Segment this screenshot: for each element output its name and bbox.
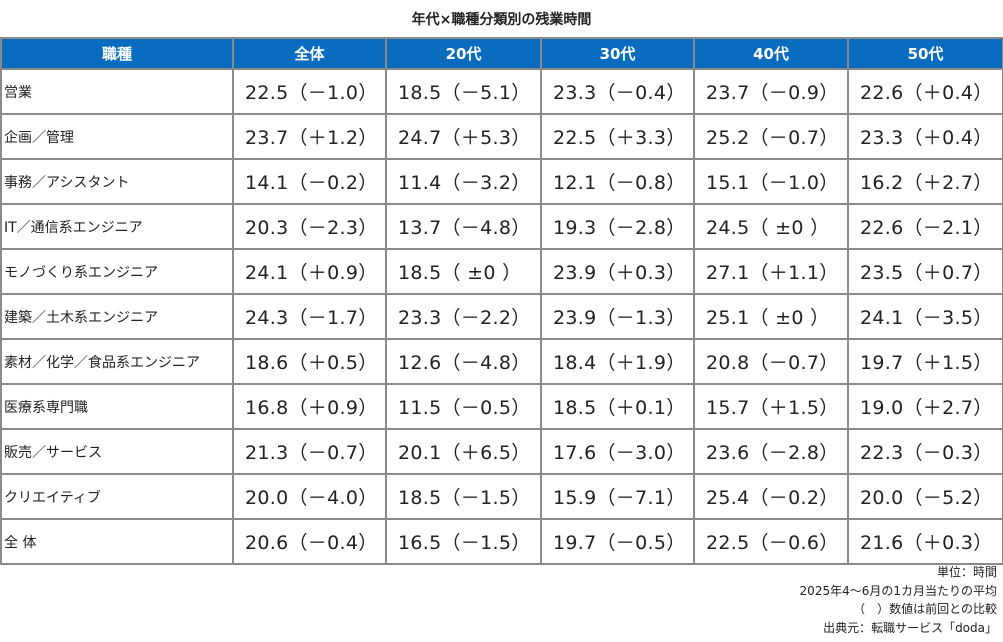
table-row: 医療系専門職 16.8（＋0.9） 11.5（－0.5） 18.5（＋0.1） 15.7… (0, 383, 1003, 430)
row-label: 素材／化学／食品系エンジニア (0, 338, 234, 385)
column-header: 50代 (847, 37, 1003, 70)
table-cell: 15.1（－1.0） (693, 158, 849, 205)
table-header-row: 職種 全体 20代 30代 40代 50代 (0, 37, 1003, 70)
table-cell: 24.7（＋5.3） (385, 113, 542, 160)
table-cell: 23.7（＋1.2） (232, 113, 387, 160)
footer-notes: 単位：時間 2025年4～6月の1カ月当たりの平均 （ ）数値は前回との比較 出… (800, 563, 997, 638)
table-cell: 22.5（＋3.3） (540, 113, 695, 160)
period-note: 2025年4～6月の1カ月当たりの平均 (799, 583, 997, 598)
table-cell: 23.9（＋0.3） (540, 248, 695, 295)
source-note: 出典元：転職サービス「doda」 (823, 621, 997, 636)
row-label: 企画／管理 (0, 113, 234, 160)
table-cell: 24.3（－1.7） (232, 293, 387, 340)
table-cell: 20.0（－5.2） (847, 473, 1003, 520)
table-row: クリエイティブ 20.0（－4.0） 18.5（－1.5） 15.9（－7.1） 25.… (0, 473, 1003, 520)
table-cell: 23.5（＋0.7） (847, 248, 1003, 295)
column-header: 20代 (385, 37, 542, 70)
table-cell: 16.5（－1.5） (385, 518, 542, 565)
table-row: 素材／化学／食品系エンジニア 18.6（＋0.5） 12.6（－4.8） 18.4（＋… (0, 338, 1003, 385)
table-cell: 20.6（－0.4） (232, 518, 387, 565)
table-cell: 15.9（－7.1） (540, 473, 695, 520)
table-cell: 25.4（－0.2） (693, 473, 849, 520)
table-cell: 25.1（ ±0 ） (693, 293, 849, 340)
table-cell: 16.2（＋2.7） (847, 158, 1003, 205)
table-row: 全 体 20.6（－0.4） 16.5（－1.5） 19.7（－0.5） 22.5（－0… (0, 518, 1003, 565)
row-label: IT／通信系エンジニア (0, 203, 234, 250)
table-cell: 23.3（－0.4） (540, 68, 695, 115)
table-cell: 15.7（＋1.5） (693, 383, 849, 430)
table-cell: 23.6（－2.8） (693, 428, 849, 475)
table-cell: 18.5（－1.5） (385, 473, 542, 520)
table-cell: 24.5（ ±0 ） (693, 203, 849, 250)
table-row: 建築／土木系エンジニア 24.3（－1.7） 23.3（－2.2） 23.9（－1.3… (0, 293, 1003, 340)
row-label: 営業 (0, 68, 234, 115)
table-cell: 16.8（＋0.9） (232, 383, 387, 430)
table-cell: 23.3（＋0.4） (847, 113, 1003, 160)
table-cell: 19.7（－0.5） (540, 518, 695, 565)
row-label: モノづくり系エンジニア (0, 248, 234, 295)
table-cell: 22.6（－2.1） (847, 203, 1003, 250)
table-cell: 18.6（＋0.5） (232, 338, 387, 385)
table-cell: 14.1（－0.2） (232, 158, 387, 205)
table-cell: 22.6（＋0.4） (847, 68, 1003, 115)
table-cell: 17.6（－3.0） (540, 428, 695, 475)
row-label: 医療系専門職 (0, 383, 234, 430)
table-cell: 18.5（－5.1） (385, 68, 542, 115)
table-cell: 13.7（－4.8） (385, 203, 542, 250)
table-cell: 22.3（－0.3） (847, 428, 1003, 475)
table-row: 営業 22.5（－1.0） 18.5（－5.1） 23.3（－0.4） 23.7（－0.… (0, 68, 1003, 115)
table-cell: 24.1（－3.5） (847, 293, 1003, 340)
comparison-note: （ ）数値は前回との比較 (853, 602, 997, 617)
table-row: IT／通信系エンジニア 20.3（－2.3） 13.7（－4.8） 19.3（－2.8… (0, 203, 1003, 250)
row-label: 全 体 (0, 518, 234, 565)
table-cell: 12.1（－0.8） (540, 158, 695, 205)
table-cell: 27.1（＋1.1） (693, 248, 849, 295)
table-row: 事務／アシスタント 14.1（－0.2） 11.4（－3.2） 12.1（－0.8） 1… (0, 158, 1003, 205)
column-header: 40代 (693, 37, 849, 70)
table-cell: 25.2（－0.7） (693, 113, 849, 160)
column-header: 職種 (0, 37, 234, 70)
row-label: 建築／土木系エンジニア (0, 293, 234, 340)
table-cell: 20.0（－4.0） (232, 473, 387, 520)
table-cell: 18.4（＋1.9） (540, 338, 695, 385)
table-row: 企画／管理 23.7（＋1.2） 24.7（＋5.3） 22.5（＋3.3） 25.2（… (0, 113, 1003, 160)
row-label: クリエイティブ (0, 473, 234, 520)
table-row: 販売／サービス 21.3（－0.7） 20.1（＋6.5） 17.6（－3.0） 23.… (0, 428, 1003, 475)
table-cell: 11.5（－0.5） (385, 383, 542, 430)
column-header: 30代 (540, 37, 695, 70)
table-cell: 18.5（ ±0 ） (385, 248, 542, 295)
table-cell: 24.1（＋0.9） (232, 248, 387, 295)
table-cell: 18.5（＋0.1） (540, 383, 695, 430)
table-cell: 23.7（－0.9） (693, 68, 849, 115)
unit-note: 単位：時間 (936, 565, 997, 579)
row-label: 販売／サービス (0, 428, 234, 475)
table-cell: 19.0（＋2.7） (847, 383, 1003, 430)
overtime-table: 職種 全体 20代 30代 40代 50代 営業 22.5（－1.0） 18.5（－5.1） 2… (0, 37, 1003, 565)
table-cell: 19.7（＋1.5） (847, 338, 1003, 385)
table-cell: 11.4（－3.2） (385, 158, 542, 205)
table-cell: 23.3（－2.2） (385, 293, 542, 340)
table-cell: 21.3（－0.7） (232, 428, 387, 475)
row-label: 事務／アシスタント (0, 158, 234, 205)
table-cell: 22.5（－1.0） (232, 68, 387, 115)
table-cell: 23.9（－1.3） (540, 293, 695, 340)
table-cell: 20.3（－2.3） (232, 203, 387, 250)
chart-title: 年代×職種分類別の残業時間 (411, 12, 592, 28)
column-header: 全体 (232, 37, 387, 70)
table-cell: 20.1（＋6.5） (385, 428, 542, 475)
table-cell: 21.6（＋0.3） (847, 518, 1003, 565)
table-cell: 19.3（－2.8） (540, 203, 695, 250)
table-row: モノづくり系エンジニア 24.1（＋0.9） 18.5（ ±0 ） 23.9（＋0.3… (0, 248, 1003, 295)
table-cell: 22.5（－0.6） (693, 518, 849, 565)
table-cell: 12.6（－4.8） (385, 338, 542, 385)
table-cell: 20.8（－0.7） (693, 338, 849, 385)
